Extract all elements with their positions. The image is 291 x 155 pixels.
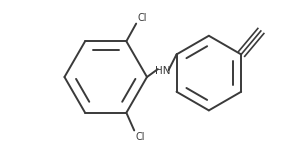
Text: Cl: Cl — [137, 13, 147, 23]
Text: HN: HN — [155, 66, 171, 76]
Text: Cl: Cl — [135, 132, 145, 142]
